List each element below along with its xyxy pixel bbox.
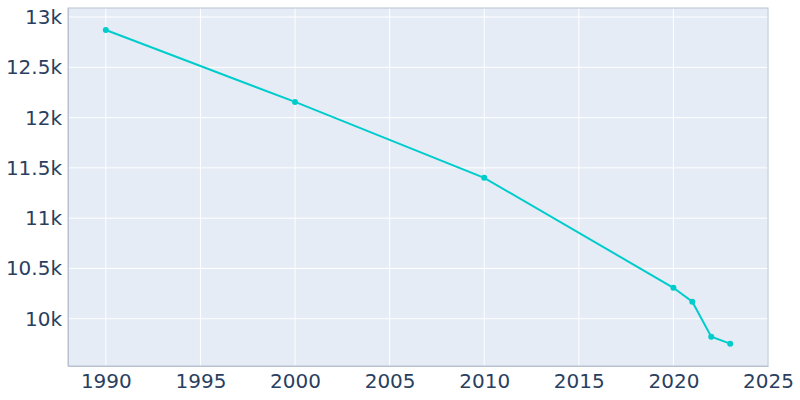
grid-line-x <box>200 8 201 366</box>
grid-line-y <box>68 218 768 219</box>
y-tick-label: 10k <box>25 307 62 331</box>
grid <box>68 8 768 366</box>
x-axis: 1990 1995 2000 2005 2010 2015 2020 2025 <box>69 366 794 393</box>
point <box>708 334 714 340</box>
grid-line-x <box>484 8 485 366</box>
y-tick: 11k <box>25 206 68 230</box>
x-tick: 2005 <box>365 366 416 393</box>
y-tick-label: 13k <box>25 5 62 29</box>
grid-line-y <box>68 318 768 319</box>
grid-line-y <box>68 67 768 68</box>
y-tick-label: 10.5k <box>6 256 63 280</box>
point <box>727 341 733 347</box>
y-tick: 10k <box>25 307 68 331</box>
grid-line-y <box>68 117 768 118</box>
y-tick-label: 11.5k <box>6 156 63 180</box>
point <box>103 27 109 33</box>
y-tick: 12k <box>25 106 68 130</box>
point <box>481 175 487 181</box>
y-tick: 12.5k <box>6 55 68 79</box>
point <box>292 99 298 105</box>
x-tick-label: 2025 <box>743 369 794 393</box>
x-tick-label: 2015 <box>554 369 605 393</box>
x-tick: 1995 <box>175 366 226 393</box>
x-tick: 2000 <box>270 366 321 393</box>
y-tick-label: 12k <box>25 106 62 130</box>
point <box>689 299 695 305</box>
y-tick: 11.5k <box>6 156 68 180</box>
x-tick-label: 2020 <box>648 369 699 393</box>
x-tick-label: 2005 <box>365 369 416 393</box>
chart: 1990 1995 2000 2005 2010 2015 2020 2025 10k 10.5k… <box>0 0 800 400</box>
x-tick: 2010 <box>459 366 510 393</box>
plot-background <box>68 8 768 366</box>
grid-line-x <box>578 8 579 366</box>
line <box>106 30 730 344</box>
x-tick: 2020 <box>648 366 699 393</box>
point <box>670 285 676 291</box>
x-tick: 2025 <box>743 366 794 393</box>
grid-line-x <box>673 8 674 366</box>
grid-line-y <box>68 167 768 168</box>
grid-line-x <box>389 8 390 366</box>
grid-line-x <box>295 8 296 366</box>
x-tick: 2015 <box>554 366 605 393</box>
grid-line-y <box>68 17 768 18</box>
x-tick-label: 1990 <box>81 369 132 393</box>
y-axis: 10k 10.5k 11k 11.5k 12k 12.5k 13k <box>6 5 69 367</box>
y-tick-label: 12.5k <box>6 55 63 79</box>
y-tick-label: 11k <box>25 206 62 230</box>
x-tick-label: 2000 <box>270 369 321 393</box>
series <box>103 27 733 347</box>
grid-line-y <box>68 268 768 269</box>
x-tick-label: 2010 <box>459 369 510 393</box>
x-tick-label: 1995 <box>175 369 226 393</box>
y-tick: 13k <box>25 5 68 29</box>
plot-frame <box>68 8 768 366</box>
y-tick: 10.5k <box>6 256 68 280</box>
grid-line-x <box>105 8 106 366</box>
plot: 1990 1995 2000 2005 2010 2015 2020 2025 10k 10.5k… <box>6 5 794 393</box>
x-tick: 1990 <box>81 366 132 393</box>
